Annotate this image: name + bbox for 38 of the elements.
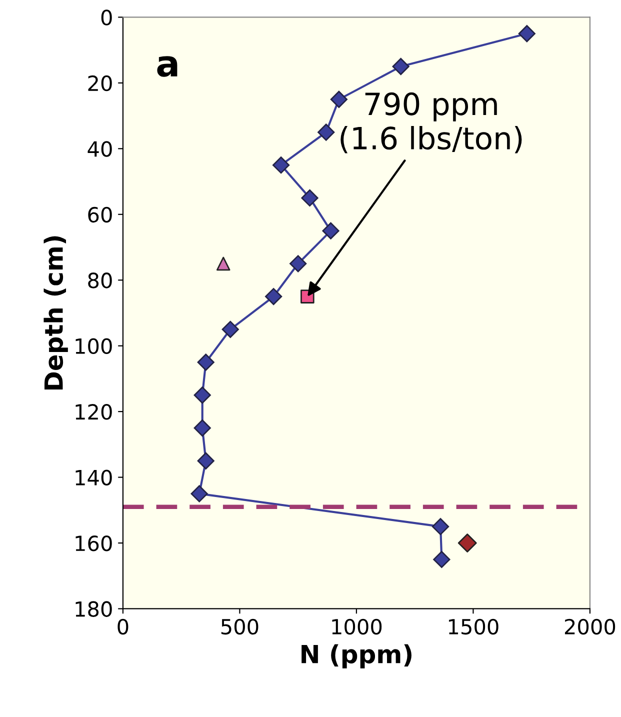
y-tick-label: 80 bbox=[88, 272, 112, 288]
y-tick-label: 0 bbox=[101, 10, 112, 26]
x-tick-label: 1500 bbox=[448, 618, 498, 635]
point bbox=[392, 58, 410, 76]
x-tick-label: 0 bbox=[118, 618, 128, 635]
point bbox=[322, 222, 340, 240]
point bbox=[216, 256, 230, 271]
y-tick-label: 40 bbox=[88, 141, 112, 157]
annotation: a bbox=[157, 56, 178, 77]
point bbox=[272, 156, 290, 174]
point bbox=[290, 255, 307, 272]
point bbox=[301, 189, 318, 207]
point bbox=[330, 90, 348, 108]
x-tick-label: 500 bbox=[221, 618, 258, 635]
y-tick-label: 160 bbox=[76, 535, 112, 552]
point bbox=[197, 354, 214, 371]
point bbox=[190, 485, 208, 502]
y-tick-label: 100 bbox=[76, 338, 112, 354]
point bbox=[318, 124, 335, 141]
point bbox=[194, 419, 211, 437]
x-axis-title: N (ppm) bbox=[302, 644, 412, 668]
point bbox=[518, 25, 536, 42]
y-tick-label: 20 bbox=[88, 75, 112, 92]
x-tick-label: 2000 bbox=[564, 618, 616, 635]
y-axis-title: Depth (cm) bbox=[44, 236, 68, 390]
point bbox=[433, 550, 450, 568]
y-tick-label: 140 bbox=[76, 470, 112, 486]
point bbox=[194, 386, 211, 404]
annotation: 790 ppm (1.6 lbs/ton) bbox=[340, 92, 522, 154]
point bbox=[458, 534, 477, 552]
point bbox=[222, 320, 239, 338]
y-tick-label: 60 bbox=[88, 206, 112, 223]
point bbox=[432, 518, 450, 536]
y-tick-label: 120 bbox=[76, 404, 112, 420]
point bbox=[197, 452, 214, 470]
point bbox=[265, 288, 282, 306]
x-tick-label: 1000 bbox=[332, 618, 382, 635]
y-tick-label: 180 bbox=[76, 601, 112, 617]
